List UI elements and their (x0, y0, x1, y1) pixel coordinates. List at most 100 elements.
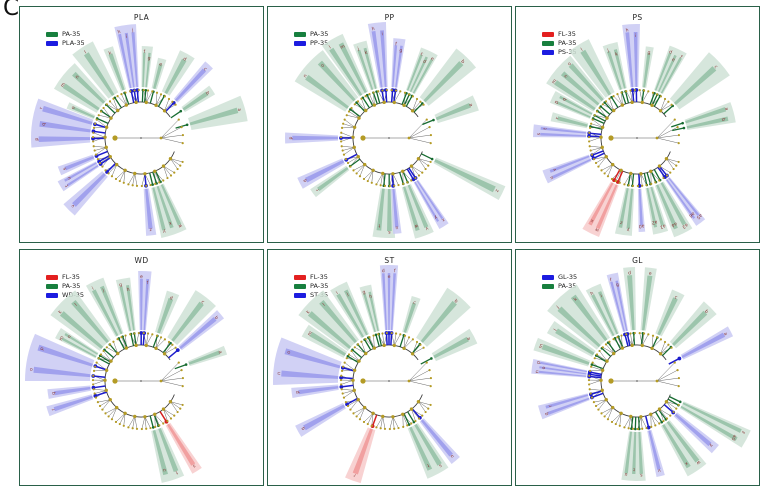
taxon-subwedge (624, 431, 633, 474)
taxon-subwedge (615, 280, 628, 332)
taxon-subwedge (71, 299, 109, 344)
tree-node (429, 403, 432, 407)
tree-node (352, 368, 357, 372)
tree-node (415, 340, 419, 344)
leaf-branch (144, 416, 147, 429)
legend-swatch-icon (46, 274, 58, 280)
taxon-subwedge (188, 350, 221, 365)
tree-node (612, 337, 615, 341)
taxon-subwedge (145, 188, 153, 229)
tree-node (667, 343, 670, 346)
tree-node (116, 108, 120, 113)
cladogram: hij k l m n o p q r s tu v wxy z a b c d e fg (31, 24, 248, 238)
tree-node (417, 417, 421, 420)
tree-node (417, 174, 421, 177)
taxon-letter: i (381, 31, 383, 37)
tree-node (673, 361, 676, 364)
tree-node (421, 171, 424, 174)
tree-node (407, 136, 411, 140)
east-leaf-branch (656, 119, 675, 139)
tree-node (414, 419, 417, 423)
legend-swatch-icon (294, 274, 306, 280)
taxon-subwedge (171, 301, 204, 342)
taxon-subwedge (557, 116, 588, 127)
highlight-branch (371, 414, 378, 427)
tree-node (144, 343, 148, 348)
panel-gl: GL GL-35 PA-35 d e f g h i j k l m n o p q r s t u v w x y z a0 c… (515, 249, 760, 486)
highlight-branch (658, 409, 667, 420)
tree-node (641, 184, 644, 187)
taxon-letter: h (117, 29, 121, 35)
leaf-branch (392, 173, 399, 186)
tree-node (372, 103, 377, 107)
taxon-subwedge (547, 397, 590, 415)
leaf-branch (119, 170, 126, 182)
legend-label: FL-35 (558, 30, 576, 38)
leaf-branch (356, 164, 365, 174)
tree-node (162, 179, 165, 182)
tree-node (371, 168, 375, 172)
tree-node (402, 425, 405, 428)
tree-node (598, 106, 601, 110)
taxon-letter: b (213, 315, 220, 321)
highlight-branch (375, 91, 381, 104)
taxon-letter: g (616, 283, 620, 288)
tree-node (588, 145, 591, 148)
tree-node (409, 407, 414, 411)
tree-node (655, 136, 659, 140)
taxon-letter: j (101, 287, 105, 293)
tree-node (647, 333, 650, 336)
taxon-subwedge (64, 155, 95, 171)
highlight-branch (385, 333, 388, 346)
highlight-branch (594, 114, 606, 122)
tree-node (411, 95, 415, 98)
highlight-branch (406, 168, 415, 180)
tree-node (588, 369, 592, 373)
highlight-branch (589, 371, 602, 376)
leaf-branch (382, 333, 385, 346)
taxon-letter: u (395, 225, 398, 230)
taxon-letter: u (624, 471, 628, 476)
taxon-subwedge (38, 136, 91, 143)
taxon-letter: s (191, 463, 196, 469)
taxon-letter: y (162, 228, 166, 234)
highlight-node (432, 118, 435, 122)
leaf-branch (94, 147, 107, 151)
tree-node (343, 361, 346, 364)
legend-swatch-icon (294, 31, 306, 37)
leaf-branch (353, 407, 365, 414)
taxon-subwedge (660, 57, 682, 94)
leaf-branch (141, 416, 146, 430)
tree-node (110, 418, 114, 421)
tree-node (397, 183, 400, 187)
taxon-letter: t (64, 183, 70, 188)
leaf-branch (380, 416, 383, 429)
leaf-branch (589, 137, 602, 142)
tree-node (143, 172, 147, 176)
tree-node (620, 334, 623, 337)
highlight-branch (661, 346, 672, 357)
tree-node (610, 420, 614, 424)
highlight-branch (401, 93, 408, 105)
highlight-branch (155, 170, 162, 183)
highlight-branch (641, 90, 645, 103)
highlight-branch (381, 90, 385, 103)
tree-node (124, 91, 127, 94)
taxon-subwedge (638, 188, 643, 226)
tree-node (92, 140, 95, 143)
highlight-branch (342, 367, 355, 372)
legend-label: PA-35 (62, 30, 81, 38)
tree-node (629, 414, 633, 419)
highlight-branch (403, 413, 410, 425)
tree-node (599, 135, 603, 140)
taxon-subwedge (174, 68, 207, 102)
highlight-node (139, 331, 144, 335)
east-leaf-branch (656, 362, 675, 382)
highlight-branch (390, 333, 393, 346)
taxon-letter: k (573, 296, 579, 303)
tree-node (98, 404, 102, 408)
tree-node (94, 365, 97, 368)
tree-node (597, 165, 600, 168)
legend-item: PS-35 (542, 49, 577, 56)
tree-node (99, 353, 103, 356)
